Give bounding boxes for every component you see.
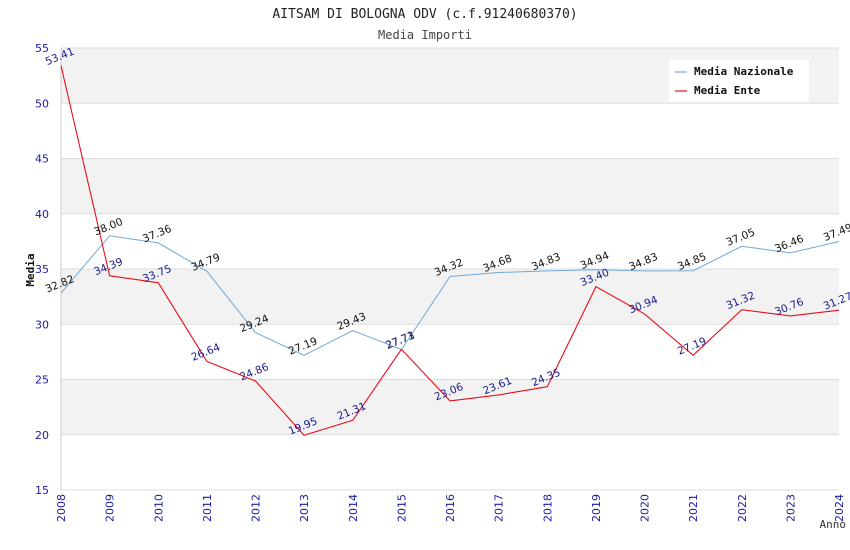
- series-line-nazionale: [60, 235, 840, 356]
- x-tick-label: 2024: [833, 494, 846, 522]
- y-axis-ticks: 15 20 25 30 35 40 45 50 55: [35, 42, 49, 497]
- grid-band: [61, 379, 839, 435]
- x-tick-label: 2017: [493, 494, 506, 522]
- y-tick-label: 50: [35, 97, 49, 110]
- y-tick-label: 35: [35, 263, 49, 276]
- legend-box: [669, 60, 809, 102]
- data-label-nazionale: 38.00: [92, 216, 124, 238]
- data-label-nazionale: 37.05: [724, 226, 756, 248]
- chart-subtitle: Media Importi: [378, 28, 472, 42]
- data-label-nazionale: 37.36: [141, 223, 174, 246]
- data-label-nazionale: 37.49: [822, 222, 850, 244]
- series-line-ente: [60, 65, 840, 436]
- y-tick-label: 25: [35, 374, 49, 387]
- x-tick-label: 2023: [784, 494, 797, 522]
- x-axis-label: Anno: [820, 518, 847, 531]
- x-tick-label: 2015: [395, 494, 408, 522]
- y-tick-label: 30: [35, 318, 49, 331]
- x-tick-label: 2014: [347, 494, 360, 522]
- data-label-ente: 27.73: [384, 329, 416, 351]
- x-tick-label: 2016: [444, 494, 457, 522]
- x-tick-label: 2008: [55, 494, 68, 522]
- y-tick-label: 45: [35, 153, 49, 166]
- x-axis-ticks: 2008 2009 2010 2011 2012 2013 2014 2015 2016 2017…: [55, 494, 846, 522]
- grid-band: [61, 158, 839, 214]
- x-tick-label: 2019: [590, 494, 603, 522]
- series-lines: [60, 65, 840, 436]
- x-tick-label: 2021: [687, 494, 700, 522]
- x-tick-label: 2010: [152, 494, 165, 522]
- y-tick-label: 55: [35, 42, 49, 55]
- x-tick-label: 2013: [298, 494, 311, 522]
- x-tick-label: 2018: [541, 494, 554, 522]
- grid-bands: [61, 48, 839, 435]
- x-tick-label: 2009: [104, 494, 117, 522]
- y-axis-label: Media: [24, 253, 37, 286]
- y-tick-label: 40: [35, 208, 49, 221]
- x-tick-label: 2012: [250, 494, 263, 522]
- grid-band: [61, 269, 839, 325]
- y-tick-label: 20: [35, 429, 49, 442]
- legend-label-ente: Media Ente: [694, 84, 761, 97]
- grid-lines: [60, 47, 839, 491]
- data-label-nazionale: 36.46: [773, 233, 806, 256]
- x-tick-label: 2020: [639, 494, 652, 522]
- x-tick-label: 2011: [201, 494, 214, 522]
- chart-title: AITSAM DI BOLOGNA ODV (c.f.91240680370): [272, 7, 577, 22]
- x-tick-label: 2022: [736, 494, 749, 522]
- legend-label-nazionale: Media Nazionale: [694, 65, 794, 78]
- legend: Media Nazionale Media Ente: [669, 60, 809, 102]
- y-tick-label: 15: [35, 484, 49, 497]
